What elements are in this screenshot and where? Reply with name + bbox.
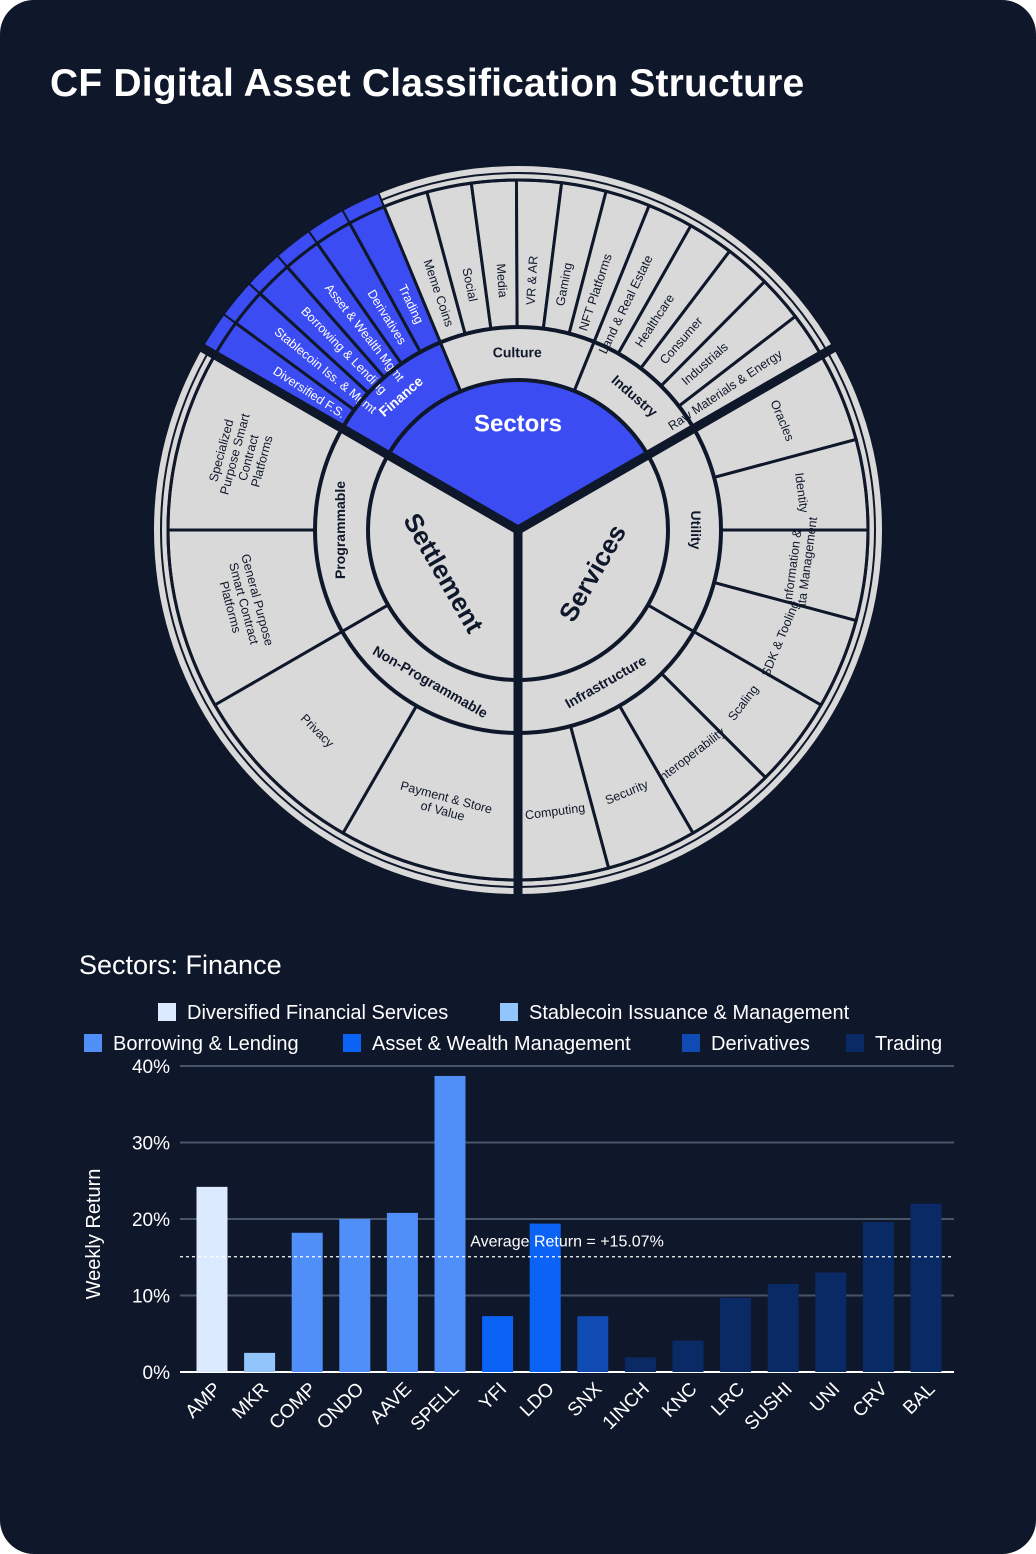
x-tick-label: SUSHI: [741, 1379, 797, 1435]
bar-sushi: [767, 1284, 799, 1372]
legend-item-diversified-financial-services: Diversified Financial Services: [158, 1002, 448, 1024]
y-tick-label: 10%: [132, 1287, 170, 1308]
y-tick-label: 0%: [143, 1363, 171, 1384]
x-tick-label: LDO: [516, 1379, 558, 1421]
industry-label: VR & AR: [524, 255, 541, 305]
bar-comp: [291, 1232, 323, 1372]
x-tick-label: YFI: [475, 1379, 511, 1415]
industry-label: Social: [459, 267, 479, 303]
bar-ondo: [339, 1219, 371, 1372]
industry-label-line: Media: [493, 263, 509, 298]
x-tick-label: COMP: [266, 1379, 321, 1434]
bar-spell: [434, 1075, 466, 1372]
legend-item-stablecoin-issuance-and-management: Stablecoin Issuance & Management: [500, 1002, 850, 1024]
legend-swatch: [846, 1034, 864, 1052]
bar-bal: [910, 1203, 942, 1372]
bar-ldo: [529, 1223, 561, 1372]
bar-lrc: [720, 1297, 752, 1372]
y-tick-label: 40%: [132, 1057, 170, 1078]
legend-item-asset-and-wealth-management: Asset & Wealth Management: [343, 1033, 631, 1055]
industry-label: Identity: [792, 472, 811, 515]
y-tick-label: 20%: [132, 1210, 170, 1231]
x-tick-label: ONDO: [313, 1379, 368, 1434]
x-tick-label: BAL: [899, 1379, 939, 1419]
legend-label: Borrowing & Lending: [113, 1033, 299, 1055]
x-tick-label: SPELL: [407, 1379, 464, 1436]
bar-1inch: [624, 1357, 656, 1372]
industry-label-line: VR & AR: [524, 255, 541, 305]
bar-mkr: [244, 1352, 276, 1372]
legend-swatch: [343, 1034, 361, 1052]
finance-bar-chart: Sectors: Finance Diversified Financial Se…: [79, 950, 954, 1436]
legend-swatch: [84, 1034, 102, 1052]
legend-label: Trading: [875, 1033, 942, 1055]
legend-label: Diversified Financial Services: [187, 1002, 448, 1024]
x-tick-label: UNI: [806, 1379, 844, 1417]
legend-swatch: [158, 1003, 176, 1021]
x-tick-label: LRC: [707, 1379, 749, 1421]
ring-ind-outline: [166, 178, 870, 882]
x-tick-label: KNC: [658, 1379, 701, 1422]
legend-label: Asset & Wealth Management: [372, 1033, 631, 1055]
subsector-label: Programmable: [332, 481, 348, 579]
ring-outer-outline: [152, 164, 884, 896]
bar-aave: [386, 1212, 418, 1372]
subsector-label: Culture: [493, 344, 542, 360]
page-title: CF Digital Asset Classification Structur…: [50, 62, 805, 105]
bar-uni: [815, 1272, 847, 1372]
industry-label: Media: [493, 263, 509, 298]
bar-crv: [862, 1222, 894, 1372]
ring-sub-outline: [313, 325, 723, 735]
y-axis-label: Weekly Return: [83, 1169, 105, 1300]
x-tick-label: AMP: [182, 1379, 226, 1423]
legend-item-trading: Trading: [846, 1033, 942, 1055]
industry-label-line: Social: [459, 267, 479, 303]
sector-sectors: [388, 380, 648, 530]
x-tick-label: SNX: [564, 1378, 607, 1421]
sector-divider: [197, 342, 521, 534]
x-tick-label: CRV: [849, 1378, 892, 1421]
subsector-label: Utility: [688, 511, 704, 550]
bar-snx: [577, 1316, 609, 1372]
bar-knc: [672, 1340, 704, 1372]
bar-yfi: [482, 1316, 514, 1372]
x-tick-label: 1INCH: [599, 1379, 654, 1434]
legend-swatch: [500, 1003, 518, 1021]
chart-title: Sectors: Finance: [79, 950, 282, 980]
legend-label: Stablecoin Issuance & Management: [529, 1002, 850, 1024]
legend-item-derivatives: Derivatives: [682, 1033, 810, 1055]
y-tick-label: 30%: [132, 1134, 170, 1155]
sector-label: Sectors: [474, 410, 562, 437]
x-tick-label: MKR: [228, 1379, 273, 1424]
legend-swatch: [682, 1034, 700, 1052]
industry-label-line: Identity: [792, 472, 811, 515]
bar-amp: [196, 1186, 228, 1372]
legend-item-borrowing-and-lending: Borrowing & Lending: [84, 1033, 299, 1055]
legend-label: Derivatives: [711, 1033, 810, 1055]
average-label: Average Return = +15.07%: [470, 1234, 664, 1251]
ring-center-outline: [366, 378, 670, 682]
sector-divider: [515, 342, 839, 534]
